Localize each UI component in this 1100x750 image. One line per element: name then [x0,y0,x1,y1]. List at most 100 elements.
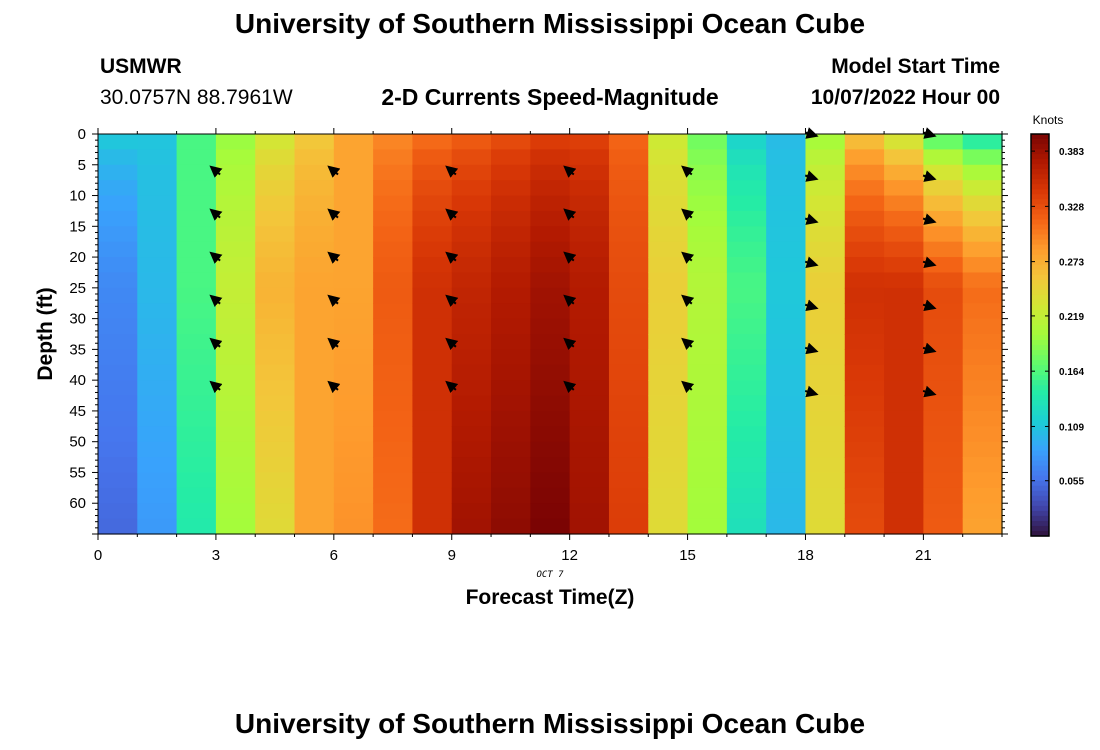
heatmap-cell [176,287,217,304]
heatmap-cell [884,195,924,212]
heatmap-cell [844,395,885,412]
heatmap-cell [373,272,414,289]
heatmap-cell [215,487,256,504]
colorbar-segment [1031,415,1049,422]
heatmap-cell [137,349,178,366]
heatmap-cell [687,503,728,520]
heatmap-cell [648,210,689,227]
x-tick-label: 15 [679,547,696,564]
heatmap-cell [491,334,531,350]
colorbar-segment [1031,244,1049,251]
heatmap-cell [726,287,767,304]
heatmap-cell [805,149,846,166]
heatmap-cell [884,518,924,535]
heatmap-cell [373,257,414,274]
heatmap-cell [844,426,885,443]
heatmap-cell [648,364,689,381]
heatmap-cell [884,226,924,243]
heatmap-cell [451,257,492,274]
station-coordinates: 30.0757N 88.7961W [100,86,293,109]
heatmap-cell [726,364,767,381]
colorbar-segment [1031,490,1049,497]
heatmap-cell [333,303,374,320]
heatmap-cell [98,318,138,335]
current-vector-arrow [209,380,223,394]
heatmap-cell [962,164,1003,181]
current-vector-arrow [804,256,819,269]
heatmap-cell [726,410,767,427]
heatmap-cell [726,241,767,258]
colorbar-segment [1031,314,1049,321]
heatmap-cell [726,395,767,412]
heatmap-cell [569,457,610,474]
heatmap-cell [333,164,374,181]
heatmap-cell [687,380,728,397]
heatmap-cell [412,257,453,274]
heatmap-cell [176,503,217,520]
heatmap-cell [923,395,964,412]
heatmap-cell [962,487,1003,504]
heatmap-cell [255,364,296,381]
heatmap-cell [98,518,138,535]
heatmap-cell [648,318,689,335]
heatmap-cell [451,395,492,412]
heatmap-cell [333,272,374,289]
colorbar-tick-label: 0.164 [1059,367,1084,378]
heatmap-cell [766,164,807,181]
heatmap-cell [333,472,374,489]
colorbar-segment [1031,525,1049,532]
colorbar-segment [1031,254,1049,261]
heatmap-cell [569,518,610,535]
current-vector-arrow [681,251,695,264]
heatmap-cell [137,364,178,381]
heatmap-cell [176,457,217,474]
current-vector-arrow [563,294,577,308]
heatmap-cell [215,318,256,335]
heatmap-cell [805,441,846,458]
heatmap-cell [451,457,492,474]
colorbar-segment [1031,139,1049,145]
heatmap-cell [98,195,138,212]
heatmap-cell [962,287,1003,304]
heatmap-cell [333,518,374,535]
heatmap-cell [491,287,531,304]
heatmap-cell [530,226,571,243]
current-vector-arrow [804,213,819,225]
heatmap-cell [373,210,414,227]
heatmap-cell [962,457,1003,474]
heatmap-cell [451,441,492,458]
heatmap-cell [530,457,571,474]
current-vector-arrow [209,251,223,264]
heatmap-cell [98,364,138,381]
current-vector-arrow [563,251,577,264]
heatmap-cell [726,257,767,274]
heatmap-cell [451,472,492,489]
heatmap-cell [255,395,296,412]
heatmap-cell [923,457,964,474]
colorbar-segment [1031,304,1049,311]
heatmap-cell [373,426,414,443]
heatmap-cell [255,303,296,320]
heatmap-cell [648,272,689,289]
heatmap-cell [805,457,846,474]
heatmap-cell [844,441,885,458]
heatmap-cell [176,487,217,504]
heatmap-cell [137,257,178,274]
heatmap-cell [373,134,414,150]
heatmap-cell [648,395,689,412]
heatmap-cell [766,318,807,335]
colorbar-segment [1031,134,1049,140]
colorbar-segment [1031,350,1049,356]
heatmap-cell [648,518,689,535]
heatmap-cell [884,380,924,397]
heatmap-cell [98,457,138,474]
heatmap-cell [648,410,689,427]
heatmap-cell [766,380,807,397]
colorbar-tick-label: 0.055 [1059,477,1084,488]
heatmap-cell [923,410,964,427]
colorbar-segment [1031,184,1049,190]
heatmap-cell [491,272,531,289]
heatmap-cell [294,241,335,258]
heatmap-cell [884,272,924,289]
heatmap-cell [294,503,335,520]
